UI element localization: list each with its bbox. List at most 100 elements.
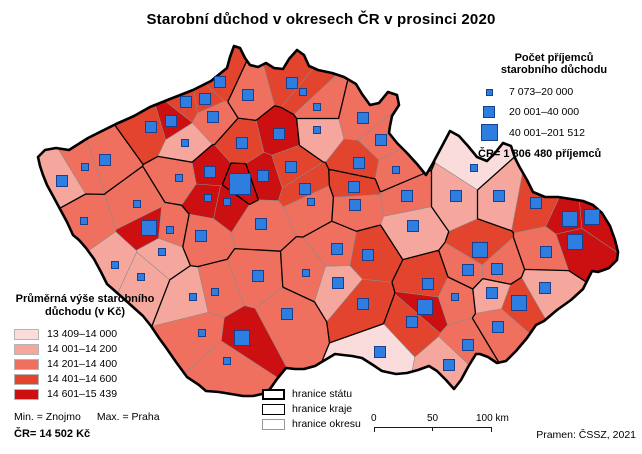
proportional-square-large-icon [480,124,498,141]
min-max-note: Min. = Znojmo Max. = Praha [6,411,164,423]
recipients-square [281,308,293,320]
recipients-square [349,199,361,211]
recipients-square [302,269,310,277]
recipients-square [166,226,174,234]
recipients-total: ČR= 1 806 480 příjemců [478,148,602,160]
recipients-square [133,200,141,208]
recipients-square [462,264,474,276]
recipients-square [313,103,321,111]
recipients-square [357,112,369,124]
recipients-square [450,190,462,202]
recipients-square [181,139,189,147]
recipients-square [80,217,88,225]
recipients-square [313,126,321,134]
legend-recipients-row: 20 001–40 000 [468,104,640,120]
recipients-square [111,261,119,269]
legend-boundaries-row: hranice kraje [262,403,361,415]
recipients-square [562,211,578,227]
recipients-square [348,181,360,193]
recipients-square [198,329,206,337]
recipients-square [299,88,307,96]
recipients-square [204,194,212,202]
recipients-square [406,316,418,328]
recipients-square [165,115,177,127]
legend-recipients-row: 40 001–201 512 [468,124,640,141]
recipients-square [211,288,219,296]
recipients-square [223,357,231,365]
recipients-square [299,183,311,195]
color-swatch [14,343,39,355]
color-swatch [14,388,39,400]
recipients-square [511,295,527,311]
recipients-square [492,321,504,333]
recipients-square [470,164,478,172]
recipients-square [141,220,157,236]
pension-average: ČR= 14 502 Kč [14,428,91,440]
legend-recipients-row: 7 073–20 000 [468,84,640,100]
recipients-square [285,161,297,173]
legend-pension-title: Průměrná výše starobního důchodu (v Kč) [15,293,155,318]
recipients-square [204,166,216,178]
recipients-square [530,197,542,209]
recipients-square [257,170,269,182]
recipients-square [242,89,254,101]
scale-tick-label: 50 [427,413,439,424]
recipients-square [375,134,387,146]
recipients-square [401,190,413,202]
legend-boundaries-row: hranice okresu [262,418,361,430]
recipients-square [255,218,267,230]
recipients-square [472,242,488,258]
legend-pension-row: 14 201–14 400 [6,358,164,370]
legend-recipients-title: Počet příjemců starobního důchodu [500,52,608,76]
recipients-square [567,234,583,250]
color-swatch [14,328,39,340]
scale-bar: 0 50 100 km [371,413,512,437]
legend-pension-row: 13 409–14 000 [6,328,164,340]
recipients-square [56,175,68,187]
recipients-square [207,111,219,123]
color-swatch [14,373,39,385]
recipients-square [353,157,365,169]
district-squares [56,76,600,371]
legend-pension-row: 14 001–14 200 [6,343,164,355]
recipients-square [175,174,183,182]
recipients-square [158,248,166,256]
state-border-icon [262,388,285,400]
recipients-square [540,246,552,258]
proportional-square-medium-icon [483,106,495,118]
source-note: Pramen: ČSSZ, 2021 [536,429,636,441]
legend-pension: Průměrná výše starobního důchodu (v Kč) … [6,293,164,440]
recipients-square [229,173,251,195]
recipients-square [392,166,400,174]
legend-boundaries: hranice státu hranice kraje hranice okre… [262,388,361,433]
recipients-square [180,96,192,108]
recipients-square [145,121,157,133]
recipients-square [407,220,419,232]
scale-tick-label: 0 [371,413,377,424]
recipients-square [199,93,211,105]
recipients-square [491,263,503,275]
recipients-square [81,163,89,171]
recipients-square [486,287,498,299]
recipients-square [331,243,343,255]
recipients-square [273,128,285,140]
color-swatch [14,358,39,370]
recipients-square [252,270,264,282]
recipients-square [236,137,248,149]
recipients-square [451,293,459,301]
legend-pension-row: 14 601–15 439 [6,388,164,400]
scale-tick-label: 100 km [476,413,509,424]
recipients-square [286,77,298,89]
legend-boundaries-row: hranice státu [262,388,361,400]
district-border-icon [262,418,285,430]
recipients-square [417,299,433,315]
recipients-square [332,277,344,289]
recipients-square [493,190,505,202]
recipients-square [214,76,226,88]
recipients-square [234,330,250,346]
max-label: Max. = Praha [96,411,160,423]
region-border-icon [262,403,285,415]
recipients-square [362,249,374,261]
recipients-square [374,346,386,358]
